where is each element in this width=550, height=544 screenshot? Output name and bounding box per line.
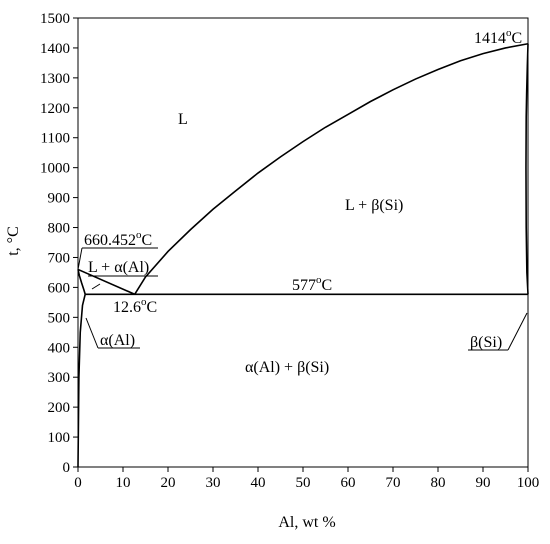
y-tick-label: 300 xyxy=(48,370,71,386)
series-line xyxy=(525,43,529,295)
series-line xyxy=(134,42,529,295)
series-layer xyxy=(77,42,529,468)
y-tick-label: 0 xyxy=(63,460,71,476)
al-melting-label: 660.452oC xyxy=(84,229,152,249)
x-tick-label: 20 xyxy=(161,475,176,491)
unit-c: C xyxy=(147,299,158,316)
y-tick-label: 1100 xyxy=(41,131,70,147)
y-tick-label: 1200 xyxy=(40,101,70,117)
y-axis-title: t, °C xyxy=(5,226,22,256)
unit-c: C xyxy=(512,30,523,47)
y-tick-label: 1300 xyxy=(40,71,70,87)
y-tick-label: 600 xyxy=(48,280,71,296)
x-axis-title: Al, wt % xyxy=(278,514,335,531)
y-tick-label: 1400 xyxy=(40,41,70,57)
phase-si-label: β(Si) xyxy=(470,334,502,351)
y-tick-label: 100 xyxy=(48,430,71,446)
y-tick-label: 900 xyxy=(48,191,71,207)
phase-al-label: α(Al) xyxy=(100,332,135,349)
region-liquid-al-label: L + α(Al) xyxy=(88,259,149,276)
series-line xyxy=(77,268,136,296)
y-tick-label: 500 xyxy=(48,310,71,326)
region-liquid-si-label: L + β(Si) xyxy=(345,197,403,214)
series-line xyxy=(77,294,86,468)
x-tick-label: 50 xyxy=(296,475,311,491)
x-tick-label: 100 xyxy=(517,475,540,491)
al-melting-leader xyxy=(77,247,83,270)
series-line xyxy=(77,269,86,295)
y-tick-label: 700 xyxy=(48,250,71,266)
y-tick-label: 800 xyxy=(48,221,71,237)
eutectic-temp-value: 577 xyxy=(292,277,316,294)
eutectic-comp-value: 12.6 xyxy=(113,299,141,316)
eutectic-temp-label: 577oC xyxy=(292,274,332,294)
region-liquid-label: L xyxy=(178,111,188,128)
degree-superscript: o xyxy=(316,274,322,286)
x-tick-label: 0 xyxy=(74,475,82,491)
phase-al-leader xyxy=(85,317,99,349)
x-tick-label: 30 xyxy=(206,475,221,491)
x-tick-label: 10 xyxy=(116,475,131,491)
x-tick-label: 40 xyxy=(251,475,266,491)
region-two-solid-label: α(Al) + β(Si) xyxy=(245,359,329,376)
degree-superscript: o xyxy=(141,296,147,308)
x-tick-label: 80 xyxy=(431,475,446,491)
annotation-leaders xyxy=(77,247,528,351)
y-tick-label: 400 xyxy=(48,340,71,356)
x-tick-label: 70 xyxy=(386,475,401,491)
y-tick-label: 1500 xyxy=(40,11,70,27)
unit-c: C xyxy=(142,232,153,249)
y-tick-label: 1000 xyxy=(40,161,70,177)
si-melting-value: 1414 xyxy=(474,30,506,47)
degree-superscript: o xyxy=(136,229,142,241)
y-tick-label: 200 xyxy=(48,400,71,416)
eutectic-comp-label: 12.6oC xyxy=(113,296,157,316)
axis-ticks: 0 10 20 30 40 50 60 70 80 90 100010020030040050060… xyxy=(40,11,539,491)
x-tick-label: 60 xyxy=(341,475,356,491)
unit-c: C xyxy=(322,277,333,294)
phase-si-leader xyxy=(507,312,528,351)
al-melting-value: 660.452 xyxy=(84,232,136,249)
degree-superscript: o xyxy=(506,27,512,39)
x-tick-label: 90 xyxy=(476,475,491,491)
liquid-al-leader xyxy=(91,283,101,290)
si-melting-label: 1414oC xyxy=(474,27,522,47)
